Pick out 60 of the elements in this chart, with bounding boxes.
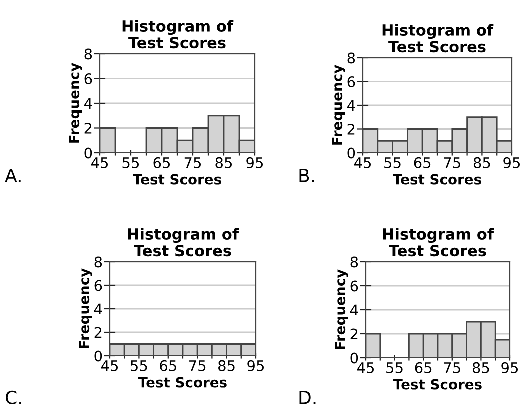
y-tick-label: 8	[84, 48, 92, 60]
y-tick-label: 4	[347, 100, 356, 112]
y-axis-title: Frequency	[79, 268, 92, 348]
x-tick-label: 75	[184, 158, 202, 168]
y-tick-label: 2	[94, 327, 102, 338]
x-tick-label: 95	[246, 157, 264, 168]
y-tick-label: 8	[348, 52, 356, 64]
x-tick-label: 95	[502, 362, 518, 374]
y-tick-label: 6	[350, 280, 358, 292]
y-tick-label: 0	[84, 148, 92, 159]
text: B.	[300, 169, 314, 182]
x-axis-title: Test Scores	[138, 377, 227, 388]
text: D.	[300, 391, 316, 404]
x-axis-title: Test Scores	[133, 174, 222, 185]
y-tick-label: 2	[348, 124, 355, 135]
y-axis-title: Frequency	[332, 65, 346, 145]
x-tick-label: 95	[504, 157, 520, 168]
x-tick-label: 45	[357, 362, 374, 374]
y-tick-label: 2	[350, 328, 358, 340]
x-tick-label: 85	[472, 362, 490, 374]
x-tick-label: 65	[415, 362, 432, 374]
x-tick-label: 85	[474, 157, 490, 168]
x-tick-label: 55	[122, 158, 140, 168]
y-tick-label: 0	[348, 148, 356, 159]
x-axis-title: Test Scores	[393, 174, 482, 185]
x-tick-label: 65	[414, 157, 431, 168]
x-tick-label: 45	[91, 158, 108, 168]
chart-title: Histogram of Test Scores	[382, 24, 494, 53]
y-tick-label: 6	[348, 76, 356, 88]
x-tick-label: 55	[384, 158, 401, 168]
y-tick-label: 0	[350, 352, 358, 364]
y-tick-label: 0	[94, 350, 102, 362]
y-tick-label: 6	[94, 280, 102, 292]
x-tick-label: 55	[386, 362, 403, 374]
y-tick-label: 6	[84, 73, 92, 84]
y-tick-label: 4	[94, 304, 102, 315]
x-tick-label: 75	[190, 360, 206, 372]
y-axis-title: Frequency	[69, 63, 82, 143]
chart-title: Histogram of Test Scores	[122, 20, 234, 49]
text: C.	[6, 390, 22, 404]
x-tick-label: 85	[216, 157, 232, 168]
chart-title: Histogram of Test Scores	[383, 228, 494, 257]
x-tick-label: 65	[154, 157, 170, 168]
text: A.	[5, 169, 21, 182]
x-tick-label: 55	[131, 360, 148, 372]
y-axis-title: Frequency	[335, 270, 348, 350]
x-tick-label: 45	[101, 360, 118, 372]
x-tick-label: 75	[444, 362, 460, 374]
x-axis-title: Test Scores	[394, 379, 482, 390]
x-tick-label: 45	[354, 158, 372, 168]
chart-title: Histogram of Test Scores	[128, 228, 240, 257]
x-tick-label: 95	[248, 360, 264, 372]
y-tick-label: 4	[84, 98, 92, 110]
x-tick-label: 85	[218, 360, 235, 372]
x-tick-label: 75	[444, 158, 460, 168]
y-tick-label: 8	[94, 256, 102, 268]
x-tick-label: 65	[160, 360, 176, 372]
y-tick-label: 2	[84, 122, 92, 134]
y-tick-label: 8	[350, 256, 358, 268]
y-tick-label: 4	[350, 304, 358, 316]
